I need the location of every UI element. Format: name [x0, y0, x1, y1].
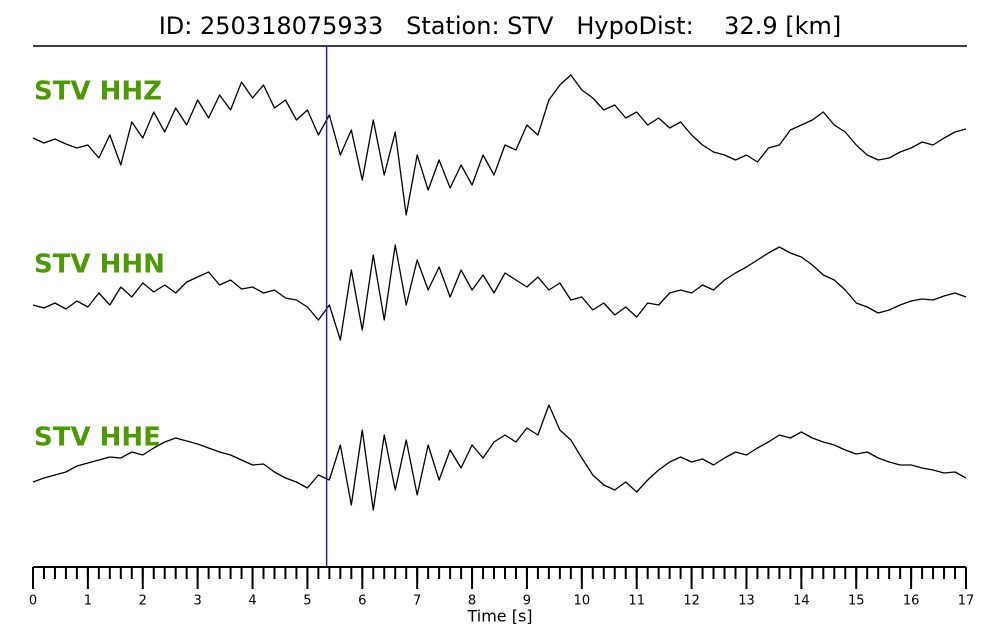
x-tick-label: 8 — [468, 594, 476, 609]
x-tick-label: 6 — [358, 594, 366, 609]
x-tick-label: 14 — [793, 594, 810, 609]
trace-label: STV HHN — [34, 250, 165, 280]
trace — [32, 74, 967, 216]
chart-title: ID: 250318075933 Station: STV HypoDist: … — [159, 12, 842, 40]
trace-label: STV HHE — [34, 423, 161, 453]
x-tick-label: 10 — [574, 594, 591, 609]
x-tick-label: 2 — [139, 594, 147, 609]
x-tick-label: 17 — [958, 594, 975, 609]
x-tick-label: 15 — [848, 594, 865, 609]
trace — [32, 244, 967, 341]
x-tick-label: 16 — [903, 594, 920, 609]
x-axis-label: Time [s] — [466, 607, 532, 626]
x-tick-label: 3 — [194, 594, 202, 609]
x-tick-label: 0 — [29, 594, 37, 609]
trace — [32, 404, 967, 511]
x-tick-label: 4 — [248, 594, 256, 609]
x-tick-label: 12 — [683, 594, 700, 609]
x-tick-label: 9 — [523, 594, 531, 609]
trace-label: STV HHZ — [34, 77, 162, 107]
x-tick-label: 13 — [738, 594, 755, 609]
x-tick-label: 5 — [303, 594, 311, 609]
x-tick-label: 11 — [628, 594, 645, 609]
x-tick-label: 7 — [413, 594, 421, 609]
x-tick-label: 1 — [84, 594, 92, 609]
